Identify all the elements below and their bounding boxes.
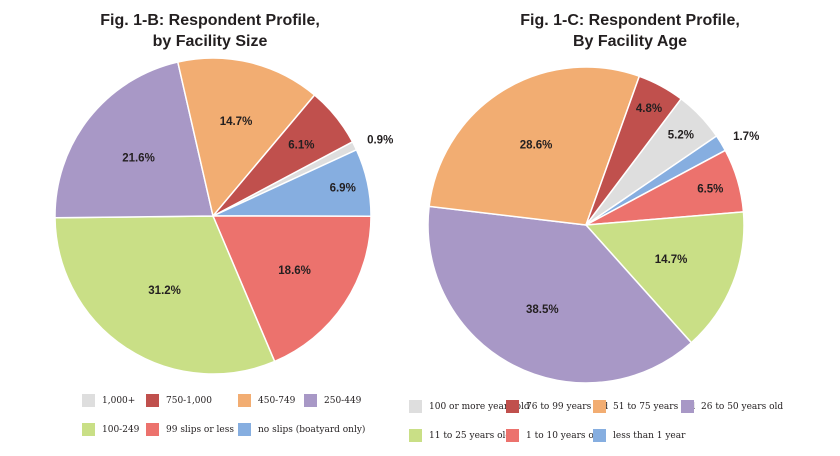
legend-label: 11 to 25 years old: [429, 430, 512, 441]
legend-swatch: [506, 400, 519, 413]
pie-slice: [54, 215, 276, 375]
pie-slice: [585, 75, 683, 226]
legend-label: 76 to 99 years old: [526, 401, 609, 412]
legend-swatch: [82, 423, 95, 436]
legend-item: 11 to 25 years old: [409, 429, 511, 442]
legend-item: 99 slips or less: [146, 423, 234, 436]
chart-title: Fig. 1-B: Respondent Profile, by Facilit…: [0, 10, 420, 52]
legend-item: 450-749: [238, 394, 295, 407]
chart-title: Fig. 1-C: Respondent Profile, By Facilit…: [420, 10, 840, 52]
slice-value-label: 21.6%: [122, 152, 155, 164]
legend-label: 100 or more years old: [429, 401, 530, 412]
slice-value-label: 1.7%: [733, 131, 759, 143]
legend-label: less than 1 year: [613, 430, 686, 441]
pie-slice: [212, 93, 354, 217]
slice-value-label: 14.7%: [220, 116, 253, 128]
legend-swatch: [238, 394, 251, 407]
legend-swatch: [506, 429, 519, 442]
legend-item: 100-249: [82, 423, 139, 436]
slice-value-label: 5.2%: [668, 130, 694, 142]
pie-slice: [427, 205, 693, 384]
legend-label: 450-749: [258, 395, 296, 406]
legend-label: 100-249: [102, 424, 140, 435]
legend-item: less than 1 year: [593, 429, 685, 442]
legend-swatch: [593, 400, 606, 413]
legend-swatch: [304, 394, 317, 407]
legend-item: 750-1,000: [146, 394, 212, 407]
legend-item: 26 to 50 years old: [681, 400, 783, 413]
pie-slice: [584, 211, 745, 344]
pie-chart-facility-size: 0.9% 6.9% 18.6% 31.2% 21.6% 14.7% 6.1%: [54, 57, 393, 375]
legend-label: 99 slips or less: [166, 424, 234, 435]
legend-swatch: [681, 400, 694, 413]
legend-swatch: [409, 400, 422, 413]
pie-chart-facility-age: 5.2% 1.7% 6.5% 14.7% 38.5% 28.6% 4.8%: [427, 66, 759, 384]
slice-value-label: 4.8%: [636, 103, 662, 115]
pie-slice: [211, 215, 372, 363]
chart-title-line-2: By Facility Age: [572, 33, 688, 50]
slice-value-label: 14.7%: [655, 254, 688, 266]
chart-title-line-1: Fig. 1-C: Respondent Profile,: [520, 12, 740, 29]
legend-item: no slips (boatyard only): [238, 423, 365, 436]
chart-title-line-1: Fig. 1-B: Respondent Profile,: [100, 12, 320, 29]
legend-item: 250-449: [304, 394, 361, 407]
slice-value-label: 28.6%: [520, 139, 553, 151]
legend-label: no slips (boatyard only): [258, 424, 366, 435]
chart-panel-facility-size: Fig. 1-B: Respondent Profile, by Facilit…: [0, 10, 420, 436]
legend-swatch: [146, 394, 159, 407]
legend-label: 1 to 10 years old: [526, 430, 603, 441]
slice-value-label: 31.2%: [148, 285, 181, 297]
slice-value-label: 0.9%: [367, 135, 393, 147]
slice-value-label: 6.1%: [288, 139, 314, 151]
legend-item: 51 to 75 years old: [593, 400, 695, 413]
slice-value-label: 18.6%: [278, 265, 311, 277]
legend-label: 26 to 50 years old: [701, 401, 784, 412]
legend-label: 1,000+: [102, 395, 136, 406]
legend-label: 51 to 75 years old: [613, 401, 696, 412]
legend-swatch: [593, 429, 606, 442]
legend-swatch: [238, 423, 251, 436]
legend-item: 1 to 10 years old: [506, 429, 602, 442]
slice-value-label: 6.9%: [330, 183, 356, 195]
legend-item: 1,000+: [82, 394, 135, 407]
chart-title-line-2: by Facility Size: [152, 33, 268, 50]
slice-value-label: 6.5%: [697, 183, 723, 195]
legend-item: 100 or more years old: [409, 400, 530, 413]
legend-swatch: [82, 394, 95, 407]
chart-panel-facility-age: Fig. 1-C: Respondent Profile, By Facilit…: [409, 0, 840, 456]
slice-value-label: 38.5%: [526, 304, 559, 316]
legend-swatch: [409, 429, 422, 442]
legend-item: 76 to 99 years old: [506, 400, 608, 413]
legend-swatch: [146, 423, 159, 436]
legend-label: 250-449: [324, 395, 362, 406]
pie-slice: [428, 66, 641, 226]
pie-slice: [176, 57, 316, 218]
pie-slice: [54, 61, 214, 219]
legend-label: 750-1,000: [166, 395, 212, 406]
